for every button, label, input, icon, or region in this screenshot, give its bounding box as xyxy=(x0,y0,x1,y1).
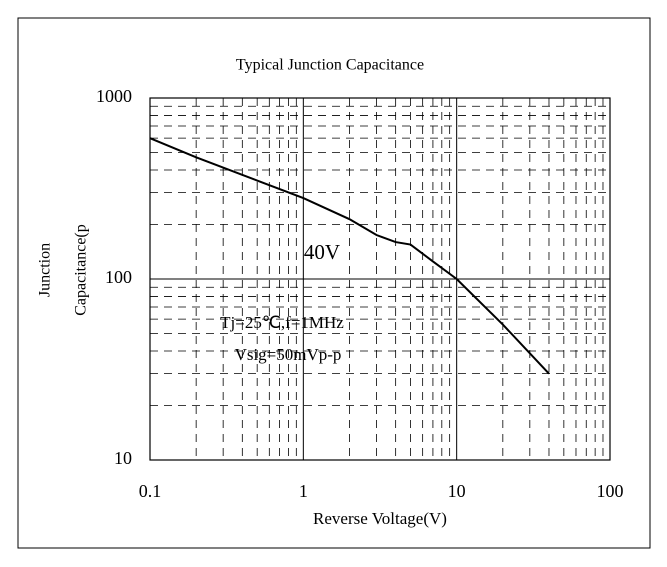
x-axis-label: Reverse Voltage(V) xyxy=(313,509,447,528)
y-axis-label: Capacitance(p xyxy=(73,224,90,316)
x-tick-label: 1 xyxy=(299,481,308,501)
y-tick-label: 10 xyxy=(114,448,132,468)
y-axis-label: Junction xyxy=(37,243,54,297)
annotation: 40V xyxy=(304,240,340,264)
plot-frame xyxy=(149,97,611,461)
y-tick-label: 1000 xyxy=(96,86,132,106)
x-tick-label: 10 xyxy=(448,481,466,501)
line xyxy=(149,137,550,375)
y-tick-label: 100 xyxy=(105,267,132,287)
annotation: Tj=25℃,f=1MHz xyxy=(220,313,344,332)
frame xyxy=(17,17,651,549)
x-tick-label: 100 xyxy=(597,481,624,501)
x-tick-label: 0.1 xyxy=(139,481,162,501)
annotation: Vsig=50mVp-p xyxy=(235,345,342,364)
chart-title: Typical Junction Capacitance xyxy=(236,57,424,74)
